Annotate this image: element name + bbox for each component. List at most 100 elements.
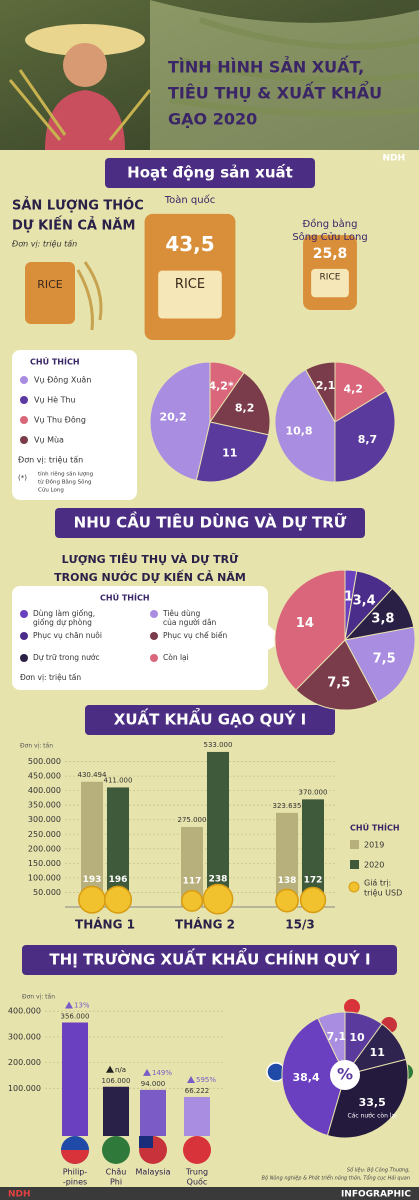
legend-title: CHÚ THÍCH: [100, 592, 150, 603]
pie-slice: [195, 421, 270, 483]
y-tick-label: 200.000: [28, 844, 61, 853]
bar: [207, 751, 229, 907]
pie-label: 10: [349, 1031, 365, 1044]
pie-slice: [281, 1017, 346, 1137]
pie-label: 20,2: [159, 411, 186, 424]
pie-slice: [334, 390, 396, 483]
legend-swatch: [150, 632, 158, 640]
legend-item: 2020: [364, 861, 384, 870]
coin: [78, 885, 106, 914]
subtitle: DỰ KIẾN CẢ NĂM: [12, 217, 135, 234]
y-tick-label: 400.000: [8, 1007, 41, 1016]
legend-item: Vụ Mùa: [34, 436, 64, 446]
pie-slice: [334, 361, 387, 423]
y-tick-label: 250.000: [28, 830, 61, 839]
legend-swatch: [20, 416, 28, 424]
y-tick-label: 100.000: [8, 1084, 41, 1093]
usd-value: 172: [304, 876, 323, 886]
bar: [181, 827, 203, 907]
change-arrow: [106, 1065, 114, 1073]
bar-value: 356.000: [61, 1013, 90, 1021]
legend-swatch: [20, 396, 28, 404]
legend-item: Giá trị:: [364, 879, 391, 889]
bag-value: 43,5: [165, 232, 214, 256]
y-tick-label: 100.000: [28, 873, 61, 882]
bag-label: [158, 270, 222, 319]
bag-text: RICE: [37, 278, 63, 291]
legend-item: Còn lại: [163, 653, 189, 662]
change-label: n/a: [115, 1066, 126, 1074]
x-tick-label: Quốc: [187, 1177, 208, 1187]
hat: [25, 24, 145, 56]
footer-label: INFOGRAPHIC: [341, 1190, 411, 1200]
bag-text: RICE: [175, 277, 205, 292]
coin: [202, 883, 234, 915]
x-tick-label: THÁNG 2: [175, 917, 235, 932]
legend-item: 2019: [364, 841, 384, 850]
source: Bộ Nông nghiệp & Phát triển nông thôn, T…: [262, 1175, 410, 1182]
y-tick-label: 200.000: [8, 1058, 41, 1067]
bag-label-text: Toàn quốc: [164, 194, 215, 206]
subtitle: TRONG NƯỚC DỰ KIẾN CẢ NĂM: [54, 569, 246, 584]
pie-label: 33,5: [359, 1096, 386, 1109]
coin: [103, 885, 133, 914]
usd-value: 238: [209, 875, 228, 885]
coin: [299, 886, 327, 914]
legend-unit: Đơn vị: triệu tấn: [20, 673, 81, 682]
legend-swatch: [20, 376, 28, 384]
pie-center-label: %: [337, 1065, 353, 1084]
usd-value: 138: [278, 876, 297, 886]
flag: [61, 1150, 89, 1164]
pie-label: 38,4: [292, 1071, 319, 1084]
face: [63, 43, 107, 87]
pie-label: 7,1: [327, 1030, 347, 1043]
pie-slice: [274, 569, 346, 691]
legend-title: CHÚ THÍCH: [30, 356, 80, 367]
y-tick-label: 150.000: [28, 859, 61, 868]
source: Số liệu: Bộ Công Thương,: [347, 1167, 410, 1174]
legend-item: Vụ Đông Xuân: [34, 375, 91, 386]
x-tick-label: Châu: [106, 1168, 127, 1177]
legend-box: [12, 350, 137, 500]
legend-swatch: [350, 860, 359, 869]
bar: [302, 799, 324, 907]
x-tick-label: 15/3: [285, 918, 314, 932]
pie-label: 7,5: [373, 651, 396, 666]
bar-value: 430.494: [78, 771, 107, 779]
footer-band: [0, 1187, 419, 1200]
bar: [81, 781, 103, 907]
change-arrow: [143, 1068, 151, 1076]
banner: [105, 158, 315, 188]
pie-label: 11: [222, 446, 237, 459]
bar: [107, 787, 129, 907]
legend-item: Vụ Hè Thu: [34, 395, 76, 406]
bar: [184, 1096, 210, 1136]
title: TIÊU THỤ & XUẤT KHẨU: [168, 81, 382, 103]
bag-value: 25,8: [313, 246, 348, 262]
pie-center: [330, 1060, 360, 1090]
legend-swatch: [20, 610, 28, 618]
bar-value: 370.000: [299, 788, 328, 796]
section-title: THỊ TRƯỜNG XUẤT KHẨU CHÍNH QUÝ I: [49, 947, 370, 969]
usd-value: 196: [109, 875, 128, 885]
change-label: 595%: [196, 1076, 216, 1084]
pie-label: 3,4: [353, 594, 376, 609]
y-tick-label: 350.000: [28, 801, 61, 810]
legend-swatch: [150, 610, 158, 618]
pie-slice: [295, 639, 379, 711]
section-title: Hoạt động sản xuất: [127, 164, 293, 182]
pie-slice: [274, 368, 336, 483]
pie-label: 11: [370, 1046, 385, 1059]
pie-slice: [304, 361, 336, 424]
banner: [85, 705, 335, 735]
legend-box: [12, 586, 268, 690]
legend-unit: Đơn vị: triệu tấn: [18, 455, 83, 466]
x-tick-label: -pines: [63, 1178, 87, 1187]
y-tick-label: 300.000: [28, 815, 61, 824]
x-tick-label: THÁNG 1: [75, 917, 135, 932]
section-title: XUẤT KHẨU GẠO QUÝ I: [114, 707, 307, 729]
legend-title: CHÚ THÍCH: [350, 822, 400, 833]
coin: [275, 888, 299, 913]
change-label: 13%: [74, 1002, 90, 1010]
bar-value: 94.000: [141, 1080, 166, 1088]
